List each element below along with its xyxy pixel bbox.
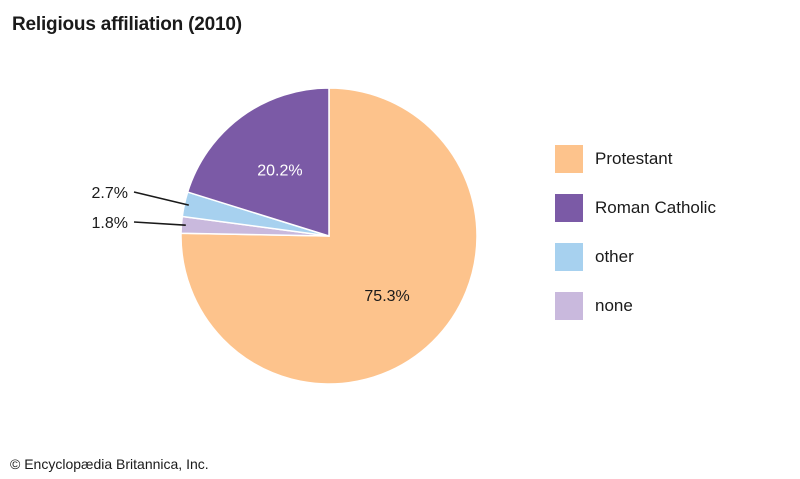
chart-title: Religious affiliation (2010) [12, 14, 242, 35]
pie-slices [180, 87, 478, 385]
legend-swatch-other [555, 243, 583, 271]
leader-lines [133, 191, 189, 226]
leader-line-none [133, 221, 186, 226]
legend-label-none: none [595, 296, 633, 315]
slice-label-protestant: 75.3% [364, 288, 409, 305]
legend-label-other: other [595, 247, 634, 266]
slice-label-none: 1.8% [92, 215, 128, 232]
legend-swatch-roman-catholic [555, 194, 583, 222]
legend-label-protestant: Protestant [595, 149, 673, 168]
copyright-notice: © Encyclopædia Britannica, Inc. [10, 456, 209, 472]
legend-item-protestant: Protestant [555, 144, 716, 174]
leader-line-other [133, 191, 189, 206]
legend-swatch-protestant [555, 145, 583, 173]
legend-label-roman-catholic: Roman Catholic [595, 198, 716, 217]
pie-slice-roman-catholic [186, 87, 330, 238]
legend: Protestant Roman Catholic other none [555, 144, 716, 340]
legend-item-none: none [555, 291, 716, 321]
slice-labels: 75.3% 1.8% 2.7% 20.2% [92, 162, 410, 305]
slice-label-roman-catholic: 20.2% [257, 162, 302, 179]
slice-label-other: 2.7% [92, 185, 128, 202]
legend-item-roman-catholic: Roman Catholic [555, 193, 716, 223]
legend-item-other: other [555, 242, 716, 272]
legend-swatch-none [555, 292, 583, 320]
